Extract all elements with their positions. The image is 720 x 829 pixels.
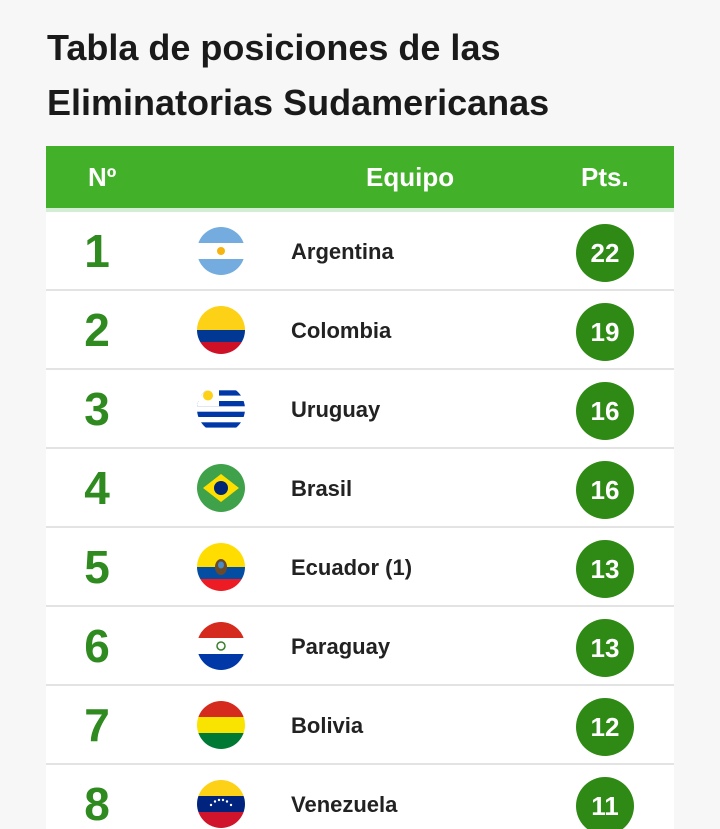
row-position: 4: [84, 462, 110, 514]
points-badge: 13: [576, 540, 634, 598]
row-position: 6: [84, 620, 110, 672]
row-position: 1: [84, 225, 110, 277]
row-team: Ecuador (1): [291, 555, 413, 580]
table-row: 6 Paraguay 13: [46, 607, 674, 686]
row-team: Uruguay: [291, 397, 381, 422]
points-badge: 22: [576, 224, 634, 282]
table-header: Nº Equipo Pts.: [46, 146, 674, 212]
points-badge: 16: [576, 461, 634, 519]
points-badge: 12: [576, 698, 634, 756]
header-team: Equipo: [366, 162, 455, 192]
table-row: 4 Brasil 16: [46, 449, 674, 528]
venezuela-flag-icon: [197, 780, 245, 828]
page-title: Tabla de posiciones de las Eliminatorias…: [47, 27, 550, 123]
points-badge: 19: [576, 303, 634, 361]
bolivia-flag-icon: [197, 701, 245, 749]
brazil-flag-icon: [197, 464, 245, 512]
row-team: Brasil: [291, 476, 353, 501]
points-badge: 13: [576, 619, 634, 677]
argentina-flag-icon: [197, 227, 245, 275]
header-position: Nº: [88, 162, 117, 192]
table-row: 2 Colombia 19: [46, 291, 674, 370]
table-row: 5 Ecuador (1) 13: [46, 528, 674, 607]
row-team: Venezuela: [291, 792, 398, 817]
table-row: 7 Bolivia 12: [46, 686, 674, 765]
row-team: Argentina: [291, 239, 394, 264]
table-row: 1 Argentina 22: [46, 212, 674, 291]
row-team: Paraguay: [291, 634, 391, 659]
row-position: 7: [84, 699, 110, 751]
row-position: 3: [84, 383, 110, 435]
row-team: Colombia: [291, 318, 392, 343]
table-row: 8 Venezuela 11: [46, 765, 674, 829]
table-row: 3 Uruguay 16: [46, 370, 674, 449]
header-points: Pts.: [581, 162, 629, 192]
ecuador-flag-icon: [197, 543, 245, 591]
uruguay-flag-icon: [197, 385, 245, 433]
row-team: Bolivia: [291, 713, 364, 738]
row-position: 2: [84, 304, 110, 356]
points-badge: 16: [576, 382, 634, 440]
colombia-flag-icon: [197, 306, 245, 354]
row-position: 5: [84, 541, 110, 593]
row-position: 8: [84, 778, 110, 829]
points-badge: 11: [576, 777, 634, 829]
paraguay-flag-icon: [197, 622, 245, 670]
standings-table: Nº Equipo Pts. 1 Argentina 22 2: [46, 146, 674, 829]
